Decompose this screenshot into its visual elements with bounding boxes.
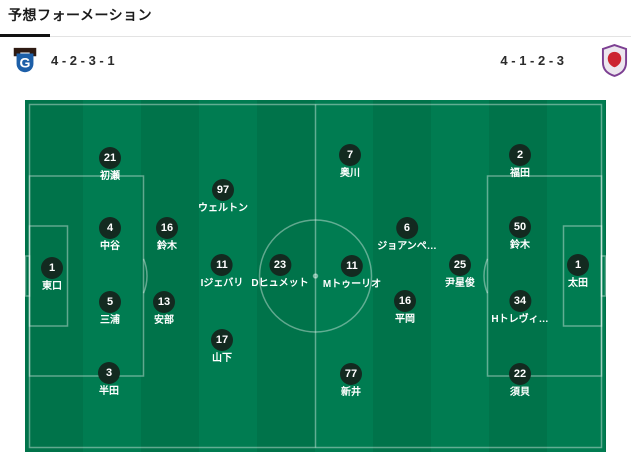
player-home[interactable]: 4 中谷 <box>99 217 121 252</box>
player-name: Mトゥーリオ <box>322 279 382 290</box>
player-number: 50 <box>509 216 531 238</box>
player-number: 16 <box>156 217 178 239</box>
player-name: ジョアンペ… <box>377 241 437 252</box>
player-number: 97 <box>212 179 234 201</box>
team-bar: G 4 - 2 - 3 - 1 4 - 1 - 2 - 3 <box>10 42 628 78</box>
player-number: 23 <box>268 254 291 276</box>
player-number: 2 <box>509 144 531 166</box>
player-name: Iジェバリ <box>200 278 244 289</box>
player-name: 山下 <box>212 353 232 364</box>
player-away[interactable]: 22 須貝 <box>509 363 531 398</box>
player-home[interactable]: 13 安部 <box>153 291 175 326</box>
player-name: 須貝 <box>510 387 530 398</box>
player-home[interactable]: 16 鈴木 <box>156 217 178 252</box>
player-home[interactable]: 17 山下 <box>211 329 233 364</box>
page-title: 予想フォーメーション <box>8 7 153 23</box>
player-number: 16 <box>394 290 416 312</box>
player-name: 安部 <box>154 315 174 326</box>
pitch-lines <box>25 103 606 449</box>
player-away[interactable]: 2 福田 <box>509 144 531 179</box>
player-number: 13 <box>153 291 175 313</box>
player-number: 77 <box>340 363 362 385</box>
player-number: 11 <box>341 255 363 277</box>
title-divider-accent <box>0 34 50 37</box>
player-number: 22 <box>509 363 531 385</box>
player-away[interactable]: 16 平岡 <box>394 290 416 325</box>
player-number: 1 <box>567 254 589 276</box>
player-number: 6 <box>395 217 418 239</box>
svg-text:G: G <box>20 55 31 71</box>
player-name: 鈴木 <box>510 240 530 251</box>
player-away[interactable]: 34 Hトレヴィ… <box>491 290 549 325</box>
player-away[interactable]: 7 奥川 <box>339 144 361 179</box>
player-away[interactable]: 1 太田 <box>567 254 589 289</box>
player-name: 奥川 <box>340 168 360 179</box>
player-home[interactable]: 23 Dヒュメット <box>251 254 309 289</box>
player-name: 太田 <box>568 278 588 289</box>
kyoto-sanga-crest-icon <box>601 43 628 77</box>
player-name: Dヒュメット <box>251 278 309 289</box>
player-number: 21 <box>99 147 121 169</box>
player-name: 福田 <box>510 168 530 179</box>
player-name: 尹星俊 <box>445 278 475 289</box>
player-number: 17 <box>211 329 233 351</box>
player-name: 中谷 <box>100 241 120 252</box>
player-away[interactable]: 6 ジョアンペ… <box>377 217 437 252</box>
pitch: 1 東口 21 初瀬 4 中谷 5 三浦 3 半田 16 鈴木 13 安部 97 ウェルトン 11 Iジェバリ 17… <box>25 100 606 452</box>
player-away[interactable]: 25 尹星俊 <box>445 254 475 289</box>
player-number: 3 <box>98 362 120 384</box>
player-name: 三浦 <box>100 315 120 326</box>
player-away[interactable]: 11 Mトゥーリオ <box>323 255 381 290</box>
player-home[interactable]: 21 初瀬 <box>99 147 121 182</box>
player-number: 25 <box>449 254 471 276</box>
player-number: 4 <box>99 217 121 239</box>
player-away[interactable]: 77 新井 <box>340 363 362 398</box>
player-number: 34 <box>508 290 531 312</box>
player-home[interactable]: 3 半田 <box>98 362 120 397</box>
player-name: 半田 <box>99 386 119 397</box>
player-name: Hトレヴィ… <box>491 314 549 325</box>
title-divider <box>0 36 631 37</box>
player-home[interactable]: 97 ウェルトン <box>198 179 248 214</box>
away-formation-label: 4 - 1 - 2 - 3 <box>500 52 564 68</box>
player-name: 初瀬 <box>100 171 120 182</box>
home-team-header: G 4 - 2 - 3 - 1 <box>10 45 115 75</box>
player-home[interactable]: 1 東口 <box>41 257 63 292</box>
player-name: 新井 <box>341 387 361 398</box>
player-number: 11 <box>211 254 233 276</box>
player-number: 5 <box>99 291 121 313</box>
player-name: 平岡 <box>395 314 415 325</box>
player-home[interactable]: 5 三浦 <box>99 291 121 326</box>
away-team-header: 4 - 1 - 2 - 3 <box>500 43 628 77</box>
player-name: 東口 <box>42 281 62 292</box>
player-number: 1 <box>41 257 63 279</box>
player-away[interactable]: 50 鈴木 <box>509 216 531 251</box>
gamba-osaka-crest-icon: G <box>13 47 37 73</box>
player-home[interactable]: 11 Iジェバリ <box>200 254 244 289</box>
player-number: 7 <box>339 144 361 166</box>
player-name: ウェルトン <box>198 203 248 214</box>
player-name: 鈴木 <box>157 241 177 252</box>
home-formation-label: 4 - 2 - 3 - 1 <box>51 52 115 68</box>
